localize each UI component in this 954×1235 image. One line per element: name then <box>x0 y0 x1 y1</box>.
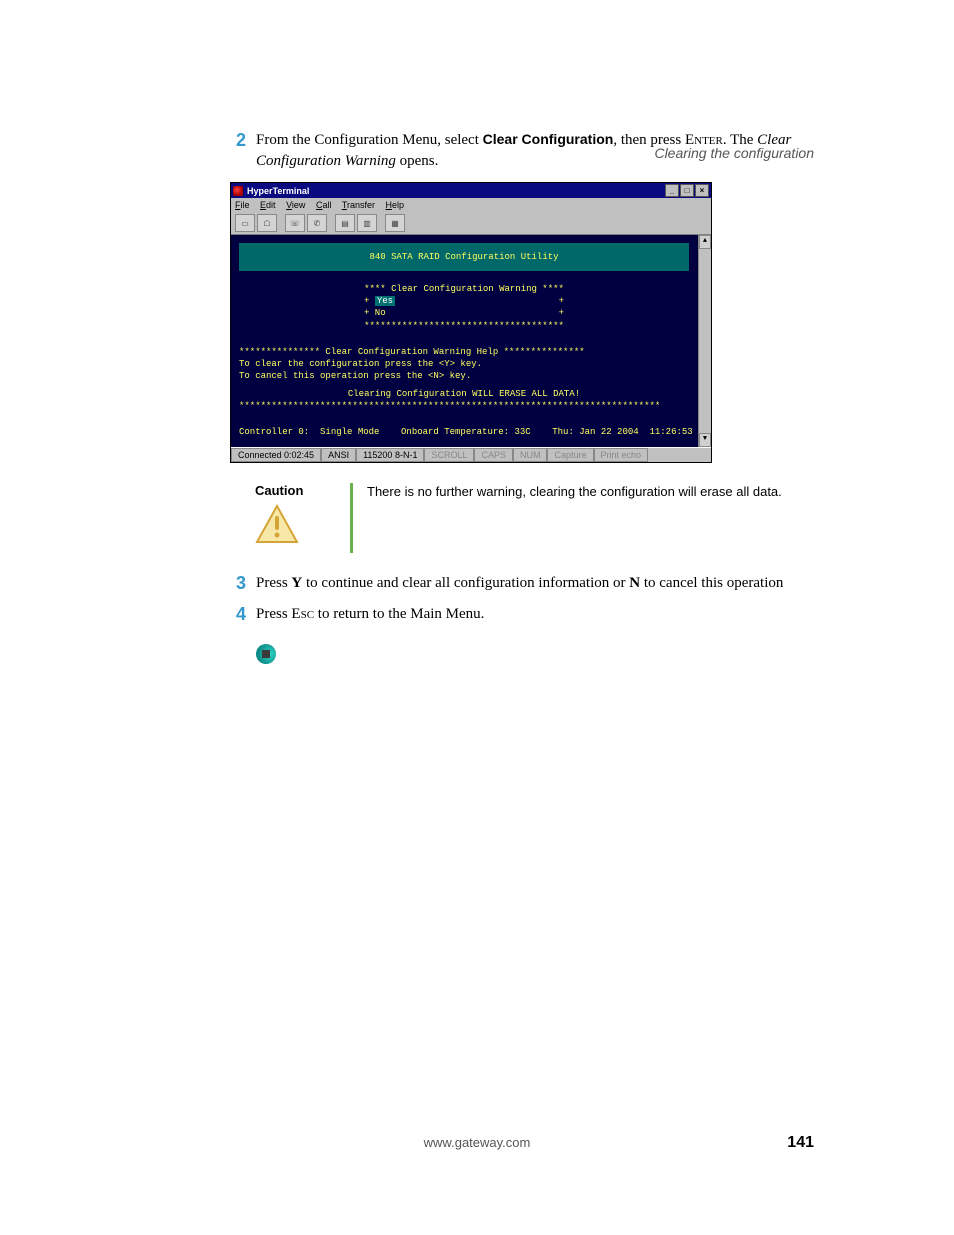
status-ansi: ANSI <box>321 448 356 462</box>
text: Press <box>256 575 291 591</box>
terminal-banner: 840 SATA RAID Configuration Utility <box>239 243 689 271</box>
step-number: 4 <box>230 604 246 625</box>
status-bar: Connected 0:02:45 ANSI 115200 8-N-1 SCRO… <box>231 447 711 462</box>
page-number: 141 <box>787 1134 814 1152</box>
status-num: NUM <box>513 448 548 462</box>
opt-yes-highlight: Yes <box>375 296 395 306</box>
close-button[interactable]: × <box>695 184 709 197</box>
text: Press <box>256 606 291 622</box>
section-header: Clearing the configuration <box>654 145 814 161</box>
maximize-button[interactable]: □ <box>680 184 694 197</box>
key-y: Y <box>291 575 302 591</box>
text: to return to the Main Menu. <box>314 606 484 622</box>
menu-call[interactable]: Call <box>316 200 332 210</box>
status-connected: Connected 0:02:45 <box>231 448 321 462</box>
status-echo: Print echo <box>594 448 649 462</box>
toolbar: ▭ ☖ ☏ ✆ ▤ ▥ ▦ <box>231 212 711 235</box>
key-esc: Esc <box>291 606 314 622</box>
text: opens. <box>396 153 439 169</box>
app-icon <box>233 186 243 196</box>
help-text: To clear the configuration press the <Y>… <box>239 358 689 370</box>
menu-transfer[interactable]: Transfer <box>342 200 375 210</box>
status-scroll: SCROLL <box>424 448 474 462</box>
step-text: Press Y to continue and clear all config… <box>256 573 783 594</box>
step-text: Press Esc to return to the Main Menu. <box>256 604 484 625</box>
step-number: 2 <box>230 130 246 172</box>
opt-plus: + <box>559 295 564 307</box>
caution-block: Caution There is no further warning, cle… <box>255 483 814 553</box>
title-bar: HyperTerminal _ □ × <box>231 183 711 198</box>
status-caps: CAPS <box>474 448 513 462</box>
end-marker-icon <box>255 643 277 665</box>
divider-stars: ****************************************… <box>239 400 689 412</box>
menu-file[interactable]: File <box>235 200 250 210</box>
text: to continue and clear all configuration … <box>302 575 629 591</box>
tool-new-icon[interactable]: ▭ <box>235 214 255 232</box>
menu-bar: File Edit View Call Transfer Help <box>231 198 711 212</box>
status-line: Controller 0: Single Mode Onboard Temper… <box>239 426 689 438</box>
text: From the Configuration Menu, select <box>256 132 483 148</box>
key-n: N <box>629 575 640 591</box>
hyperterminal-window: HyperTerminal _ □ × File Edit View Call … <box>230 182 712 463</box>
text: to cancel this operation <box>640 575 783 591</box>
status-capture: Capture <box>547 448 593 462</box>
text-bold: Clear Configuration <box>483 131 614 147</box>
tool-disconnect-icon[interactable]: ✆ <box>307 214 327 232</box>
footer: www.gateway.com 141 <box>0 1135 954 1150</box>
step-3: 3 Press Y to continue and clear all conf… <box>230 573 814 594</box>
menu-view[interactable]: View <box>286 200 305 210</box>
step-4: 4 Press Esc to return to the Main Menu. <box>230 604 814 625</box>
tool-connect-icon[interactable]: ☏ <box>285 214 305 232</box>
caution-divider <box>350 483 353 553</box>
caution-label: Caution <box>255 483 350 498</box>
opt-yes: + Yes <box>364 295 395 307</box>
terminal-content: **** Clear Configuration Warning **** + … <box>235 275 707 438</box>
help-text: To cancel this operation press the <N> k… <box>239 370 689 382</box>
erase-warning: Clearing Configuration WILL ERASE ALL DA… <box>239 388 689 400</box>
minimize-button[interactable]: _ <box>665 184 679 197</box>
opt-no: + No <box>364 307 386 319</box>
footer-url: www.gateway.com <box>424 1135 531 1150</box>
window-title: HyperTerminal <box>247 186 309 196</box>
scrollbar[interactable]: ▲ ▼ <box>698 235 711 447</box>
status-baud: 115200 8-N-1 <box>356 448 424 462</box>
menu-help[interactable]: Help <box>386 200 405 210</box>
warn-header: **** Clear Configuration Warning **** <box>239 283 689 295</box>
scroll-down-icon[interactable]: ▼ <box>699 433 711 447</box>
terminal-pane: ▲ ▼ 840 SATA RAID Configuration Utility … <box>231 235 711 447</box>
tool-send-icon[interactable]: ▤ <box>335 214 355 232</box>
tool-properties-icon[interactable]: ▦ <box>385 214 405 232</box>
opt-plus: + <box>559 307 564 319</box>
caution-icon <box>255 504 299 544</box>
warn-footer: ************************************* <box>239 320 689 332</box>
menu-edit[interactable]: Edit <box>260 200 276 210</box>
step-number: 3 <box>230 573 246 594</box>
tool-open-icon[interactable]: ☖ <box>257 214 277 232</box>
help-line: *************** Clear Configuration Warn… <box>239 346 689 358</box>
scroll-up-icon[interactable]: ▲ <box>699 235 711 249</box>
caution-text: There is no further warning, clearing th… <box>367 483 814 501</box>
tool-receive-icon[interactable]: ▥ <box>357 214 377 232</box>
